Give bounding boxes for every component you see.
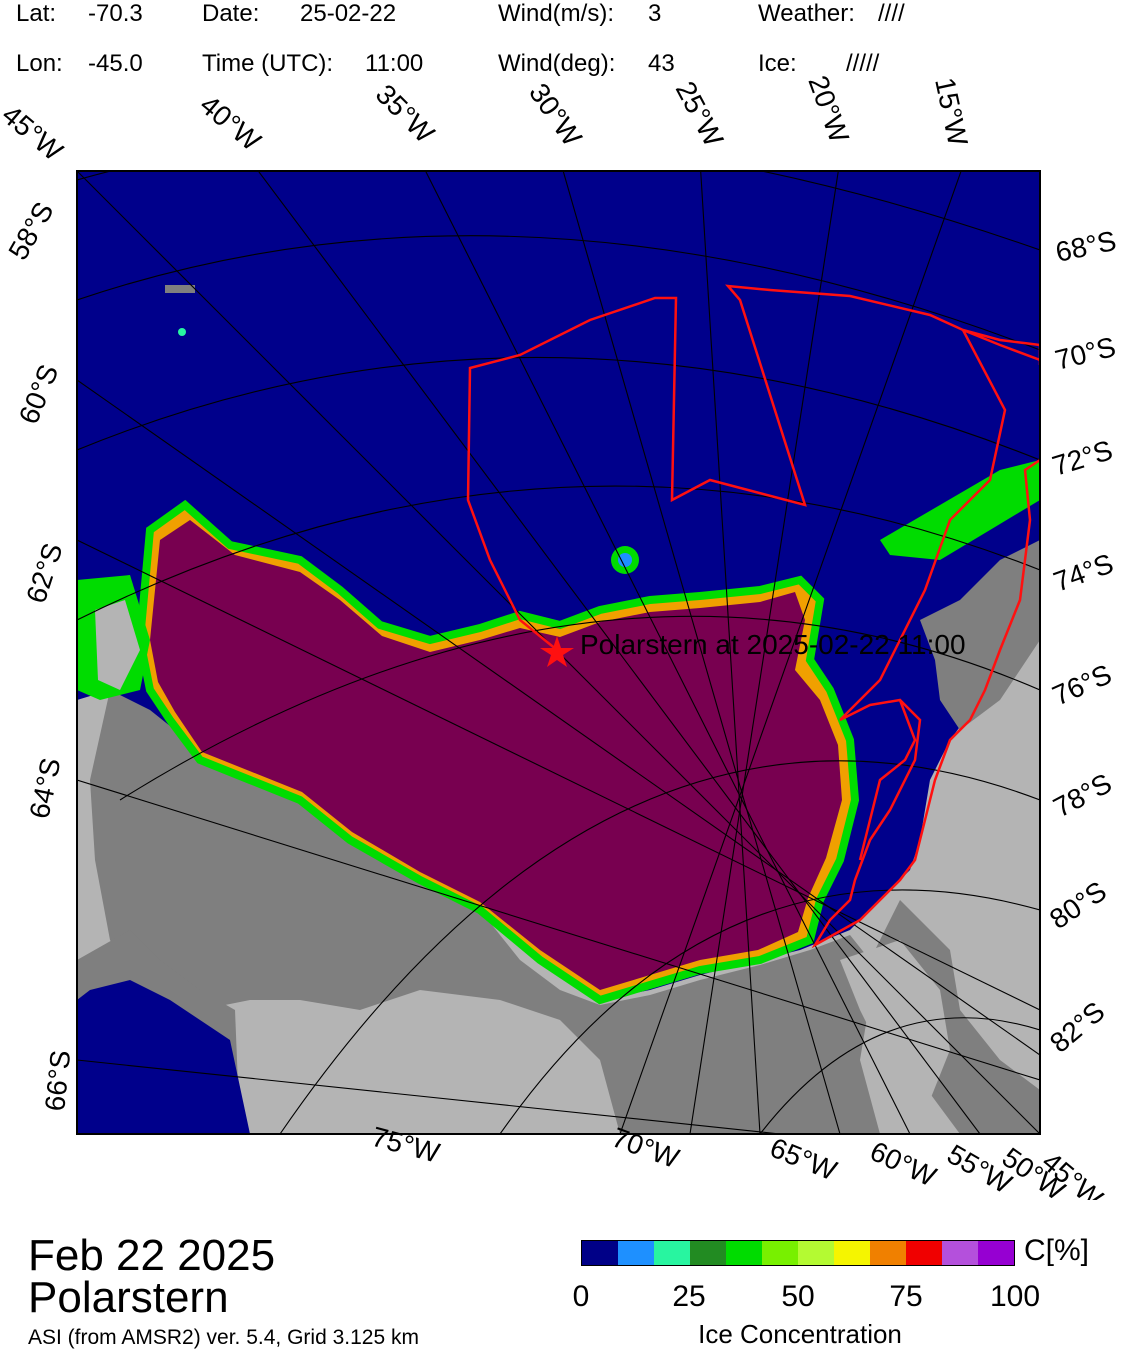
- colorbar: [581, 1240, 1015, 1266]
- date-label: Date:: [202, 0, 260, 27]
- colorbar-tick: 50: [781, 1280, 815, 1313]
- wind-dir-value: 43: [648, 50, 675, 77]
- ice-patch: [178, 328, 186, 336]
- ice-patch: [77, 980, 250, 1134]
- sea-ice-map: Polarstern at 2025-02-22 11:00 45°W 40°W…: [0, 71, 1119, 1200]
- time-value: 11:00: [365, 50, 424, 77]
- land-area-east: [920, 540, 1040, 730]
- time-label: Time (UTC):: [202, 50, 334, 77]
- lat-label-left: 58°S: [2, 197, 59, 265]
- lat-label-right: 72°S: [1049, 434, 1116, 481]
- colorbar-tick: 75: [889, 1280, 923, 1313]
- lat-label-right: 68°S: [1053, 225, 1119, 268]
- ice-patch: [95, 600, 140, 690]
- wind-speed-value: 3: [648, 0, 662, 27]
- ship-track: [466, 284, 1040, 949]
- lon-value: -45.0: [88, 50, 143, 77]
- lon-label-top: 30°W: [523, 78, 588, 153]
- colorbar-unit: C[%]: [1024, 1234, 1090, 1267]
- ship-label: Polarstern at 2025-02-22 11:00: [580, 629, 966, 660]
- ice-patch: [618, 553, 632, 567]
- lat-label-right: 70°S: [1052, 331, 1119, 376]
- weather-label: Weather:: [758, 0, 855, 27]
- lon-label: Lon:: [16, 50, 63, 77]
- colorbar-title: Ice Concentration: [698, 1319, 902, 1349]
- lon-label-bottom: 65°W: [766, 1132, 842, 1187]
- lon-label-top: 20°W: [802, 71, 855, 147]
- lat-label: Lat:: [16, 0, 57, 27]
- lat-label-left: 60°S: [13, 360, 65, 428]
- ice-label: Ice:: [758, 50, 797, 77]
- colorbar-swatch: [618, 1241, 654, 1265]
- colorbar-swatch: [726, 1241, 762, 1265]
- lon-label-top: 15°W: [929, 75, 974, 149]
- colorbar-swatch: [978, 1241, 1014, 1265]
- lat-label-right: 82°S: [1044, 996, 1111, 1059]
- colorbar-swatch: [654, 1241, 690, 1265]
- footer-date: Feb 22 2025: [28, 1231, 276, 1280]
- wind-speed-label: Wind(m/s):: [498, 0, 614, 27]
- lat-label-right: 78°S: [1048, 767, 1116, 823]
- colorbar-tick: 25: [672, 1280, 706, 1313]
- colorbar-tick: 100: [989, 1280, 1041, 1313]
- wind-dir-label: Wind(deg):: [498, 50, 616, 77]
- ship-position-star: [540, 636, 574, 667]
- lon-label-top: 25°W: [670, 76, 730, 152]
- date-value: 25-02-22: [300, 0, 397, 27]
- land-area: [90, 690, 880, 1134]
- pack-ice: [150, 520, 842, 990]
- lon-label-bottom: 60°W: [865, 1135, 941, 1192]
- footer-product: ASI (from AMSR2) ver. 5.4, Grid 3.125 km: [28, 1326, 419, 1349]
- lat-label-left: 64°S: [24, 755, 67, 821]
- graticule: [77, 171, 1040, 1134]
- lat-label-left: 62°S: [20, 539, 68, 607]
- weather-value: ////: [878, 0, 905, 27]
- map-frame: [76, 170, 1041, 1135]
- colorbar-tick: 0: [572, 1280, 590, 1313]
- ice-value: /////: [846, 50, 880, 77]
- lat-label-right: 80°S: [1044, 875, 1112, 935]
- lat-label-right: 76°S: [1048, 658, 1116, 711]
- colorbar-swatch: [870, 1241, 906, 1265]
- ice-patch: [165, 285, 195, 293]
- colorbar-swatch: [834, 1241, 870, 1265]
- lat-label-left: 66°S: [39, 1049, 76, 1113]
- lat-label-right: 74°S: [1049, 548, 1117, 598]
- colorbar-swatch: [762, 1241, 798, 1265]
- lon-label-top: 35°W: [370, 78, 441, 149]
- lat-value: -70.3: [88, 0, 143, 27]
- colorbar-swatch: [582, 1241, 618, 1265]
- colorbar-swatch: [942, 1241, 978, 1265]
- colorbar-swatch: [798, 1241, 834, 1265]
- lon-label-top: 45°W: [0, 99, 69, 167]
- footer-ship: Polarstern: [28, 1273, 229, 1322]
- colorbar-swatch: [690, 1241, 726, 1265]
- colorbar-swatch: [906, 1241, 942, 1265]
- lon-label-top: 40°W: [194, 89, 267, 157]
